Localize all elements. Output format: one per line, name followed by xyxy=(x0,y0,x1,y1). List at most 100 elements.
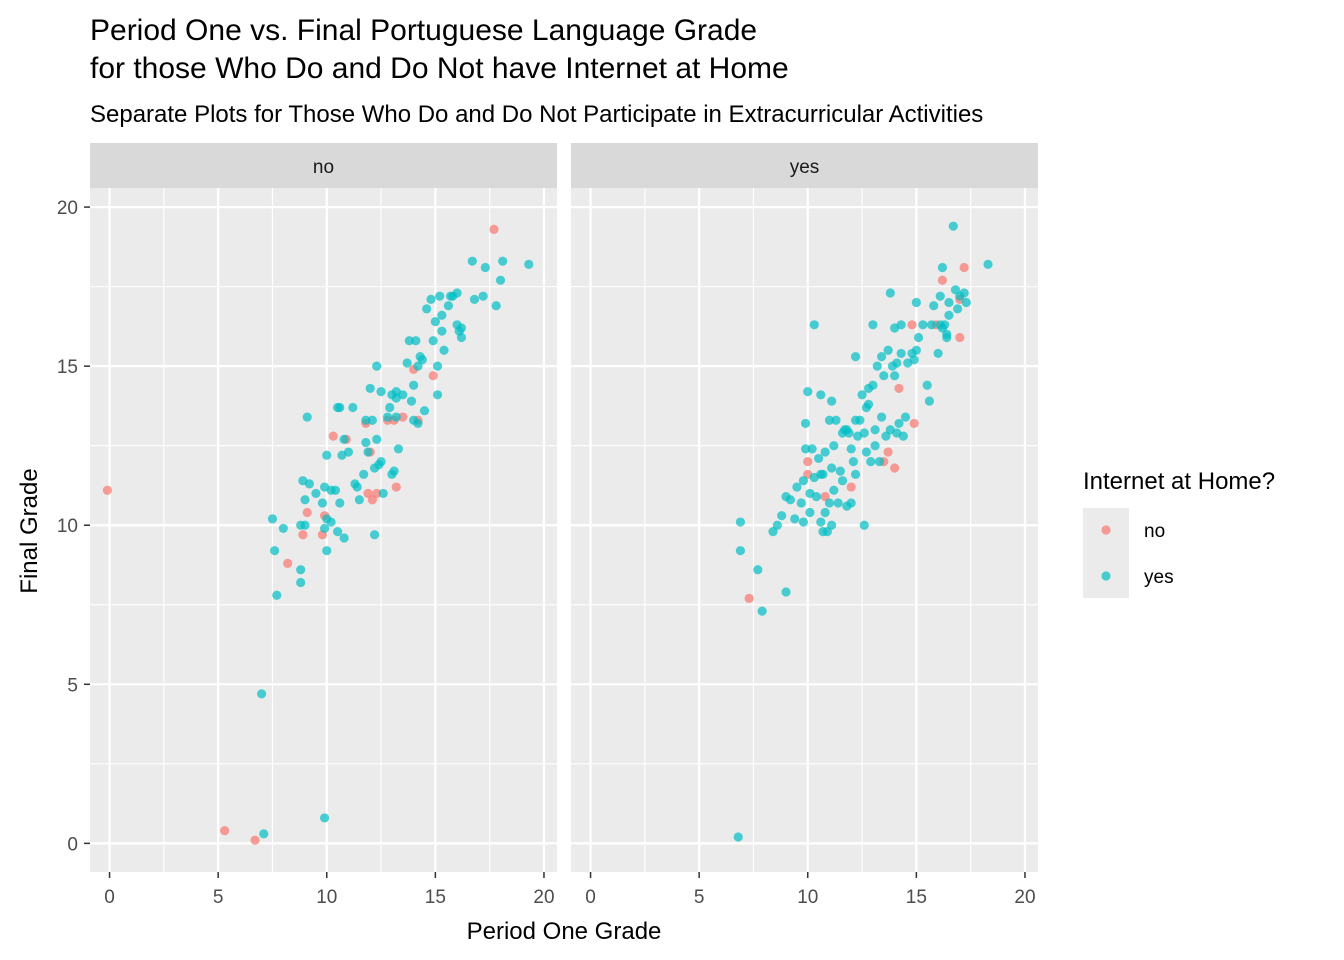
data-point xyxy=(478,291,488,301)
legend-key-no xyxy=(1101,525,1111,535)
y-tick-label: 5 xyxy=(67,675,78,696)
data-point xyxy=(409,380,419,390)
data-point xyxy=(437,326,447,336)
data-point xyxy=(803,457,813,467)
data-point xyxy=(735,517,746,527)
data-point xyxy=(744,593,754,604)
data-point xyxy=(735,546,746,556)
data-point xyxy=(837,476,848,486)
data-point xyxy=(911,297,921,308)
facet-strip-label: yes xyxy=(790,157,820,178)
data-point xyxy=(359,469,369,479)
data-point xyxy=(818,469,828,479)
x-tick-label: 15 xyxy=(425,887,446,908)
data-point xyxy=(874,457,885,467)
data-point xyxy=(835,466,845,476)
data-point xyxy=(757,606,767,616)
legend-label-no: no xyxy=(1144,521,1165,542)
data-point xyxy=(896,348,906,359)
x-tick-label: 0 xyxy=(585,887,596,908)
data-point xyxy=(961,297,971,308)
data-point xyxy=(317,498,328,508)
data-point xyxy=(753,565,763,575)
data-point xyxy=(498,256,508,266)
y-tick-label: 10 xyxy=(57,516,78,537)
data-point xyxy=(827,463,837,473)
data-point xyxy=(330,485,341,495)
data-point xyxy=(866,457,876,467)
data-point xyxy=(406,396,417,406)
y-tick-label: 15 xyxy=(57,357,78,378)
data-point xyxy=(432,390,443,400)
data-point xyxy=(343,447,354,457)
data-point xyxy=(781,587,791,597)
data-point xyxy=(846,498,856,508)
data-point xyxy=(959,262,969,273)
data-point xyxy=(861,447,872,457)
data-point xyxy=(850,352,861,362)
y-axis-title: Final Grade xyxy=(16,468,43,593)
facet-strip xyxy=(571,143,1038,188)
data-point xyxy=(419,406,430,416)
data-point xyxy=(372,361,382,371)
facet-strip-label: no xyxy=(313,157,334,178)
data-point xyxy=(868,380,878,390)
data-point xyxy=(898,431,908,441)
data-point xyxy=(785,495,795,505)
data-point xyxy=(885,288,895,298)
data-point xyxy=(892,358,902,368)
legend: Internet at Home? no yes xyxy=(1083,468,1275,598)
data-point xyxy=(824,498,835,508)
data-point xyxy=(348,402,358,413)
data-point xyxy=(907,320,917,330)
data-point xyxy=(391,412,401,422)
y-axis: 0 5 10 15 20 xyxy=(57,198,90,855)
chart-title-line-2: for those Who Do and Do Not have Interne… xyxy=(90,52,789,85)
data-point xyxy=(322,450,332,460)
data-point xyxy=(354,495,364,505)
legend-key-background xyxy=(1083,508,1129,598)
data-point xyxy=(955,332,965,343)
data-point xyxy=(811,491,822,502)
data-point xyxy=(983,259,993,269)
data-point xyxy=(439,345,449,355)
data-point xyxy=(443,301,453,311)
data-point xyxy=(352,482,362,492)
data-point xyxy=(456,323,467,333)
data-point xyxy=(827,520,837,530)
x-axis-title: Period One Grade xyxy=(467,918,662,945)
data-point xyxy=(859,428,869,438)
data-point xyxy=(361,415,371,425)
data-point xyxy=(820,507,830,518)
data-point xyxy=(772,520,782,530)
data-point xyxy=(883,447,893,457)
y-tick-label: 20 xyxy=(57,198,78,219)
x-tick-label: 10 xyxy=(316,887,337,908)
data-point xyxy=(800,418,811,429)
data-point xyxy=(369,530,380,540)
data-point xyxy=(298,530,308,540)
data-point xyxy=(953,304,963,314)
data-point xyxy=(376,457,386,467)
data-point xyxy=(803,387,813,397)
data-point xyxy=(437,310,447,320)
data-point xyxy=(833,498,843,508)
x-tick-label: 10 xyxy=(797,887,818,908)
data-point xyxy=(798,476,809,486)
data-point xyxy=(270,546,280,556)
data-point xyxy=(300,495,310,505)
data-point xyxy=(398,412,408,422)
data-point xyxy=(495,275,506,285)
data-point xyxy=(404,336,414,346)
data-point xyxy=(435,291,445,301)
data-point xyxy=(820,447,830,457)
data-point xyxy=(829,485,839,495)
data-point xyxy=(376,387,386,397)
data-point xyxy=(909,355,919,365)
data-point xyxy=(918,320,928,330)
data-point xyxy=(417,355,427,365)
data-point xyxy=(955,291,965,301)
data-point xyxy=(335,402,345,413)
data-point xyxy=(393,444,404,454)
data-point xyxy=(944,310,954,320)
